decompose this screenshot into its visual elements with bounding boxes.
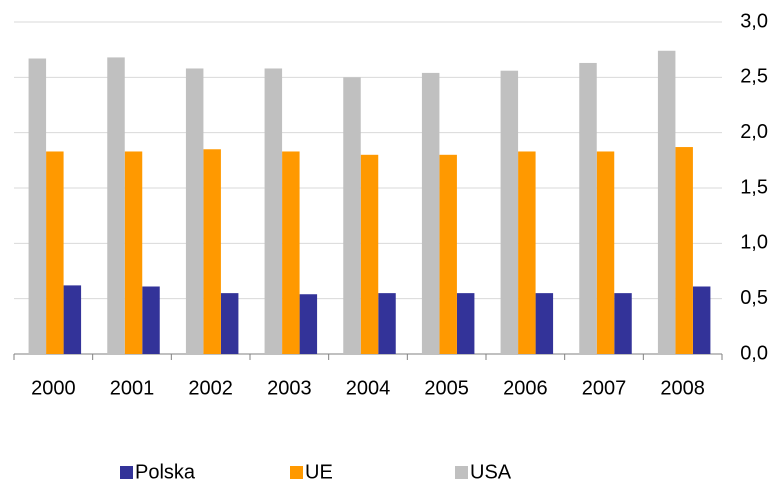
x-tick-label: 2000 — [31, 377, 76, 399]
bar — [439, 154, 457, 354]
y-tick-label: 1,5 — [740, 176, 768, 198]
bar — [456, 293, 475, 354]
y-tick-label: 2,5 — [740, 66, 768, 88]
bar — [124, 151, 143, 354]
bar — [518, 151, 536, 354]
bar — [378, 293, 396, 354]
bar — [185, 68, 204, 354]
x-tick-label: 2005 — [424, 377, 469, 399]
legend-swatch — [455, 466, 468, 479]
bar — [343, 77, 361, 354]
bar — [596, 151, 615, 354]
bar — [264, 68, 283, 354]
legend-label: USA — [470, 461, 512, 483]
x-tick-label: 2003 — [267, 377, 312, 399]
legend-swatch — [290, 466, 303, 479]
bar — [500, 70, 519, 355]
bar — [299, 294, 318, 354]
bar — [579, 62, 597, 355]
y-tick-label: 2,0 — [740, 121, 768, 143]
bar — [421, 72, 440, 354]
bar — [203, 149, 221, 354]
bar — [360, 154, 379, 354]
y-tick-label: 0,0 — [740, 342, 768, 364]
x-tick-label: 2008 — [660, 377, 705, 399]
bar — [46, 151, 64, 354]
bar — [675, 147, 693, 354]
x-tick-label: 2004 — [346, 377, 391, 399]
y-tick-label: 3,0 — [740, 10, 768, 32]
bar — [692, 286, 711, 354]
y-tick-label: 0,5 — [740, 287, 768, 309]
bar — [282, 151, 300, 354]
bar — [28, 58, 47, 355]
bar — [220, 293, 239, 354]
y-tick-label: 1,0 — [740, 232, 768, 254]
bar — [142, 286, 160, 354]
bar — [614, 293, 632, 354]
bar — [63, 285, 82, 354]
legend-swatch — [120, 466, 133, 479]
x-tick-label: 2002 — [188, 377, 233, 399]
legend-label: UE — [305, 461, 333, 483]
bar — [535, 293, 554, 354]
bar — [657, 50, 676, 354]
bar — [107, 57, 125, 355]
legend-label: Polska — [135, 461, 196, 483]
x-tick-label: 2007 — [582, 377, 627, 399]
x-tick-label: 2006 — [503, 377, 548, 399]
x-tick-label: 2001 — [110, 377, 155, 399]
